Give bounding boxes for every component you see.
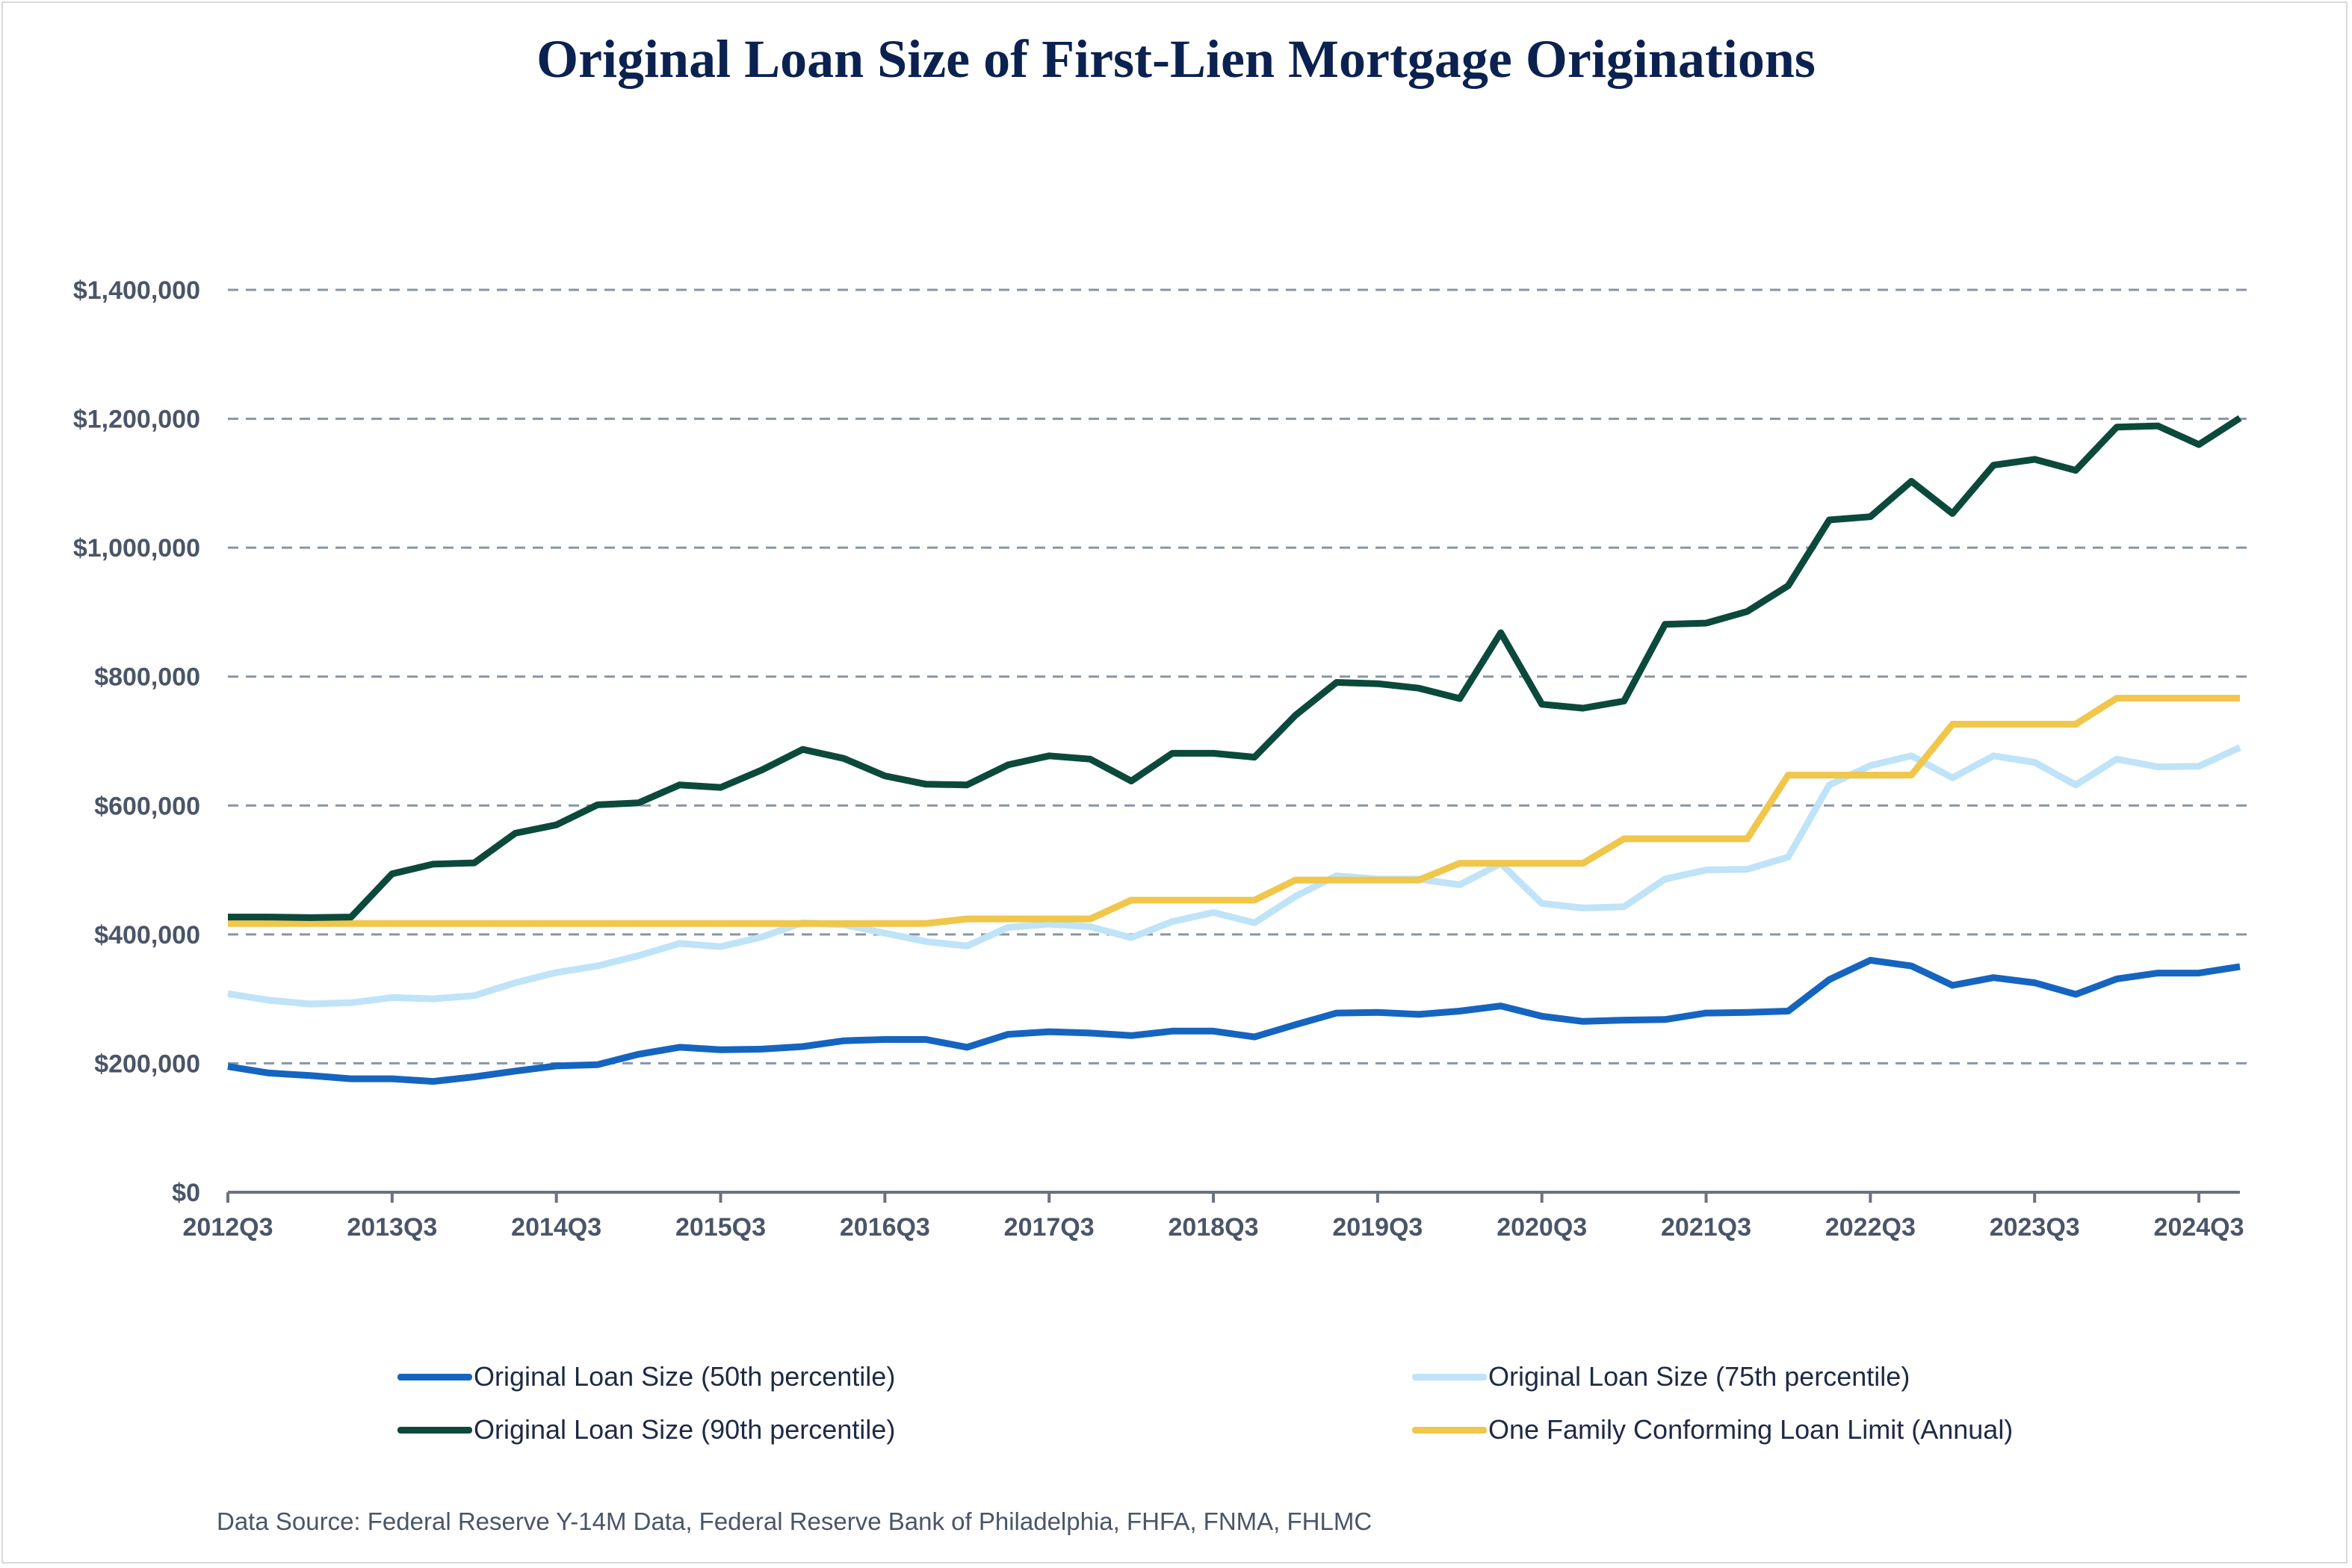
x-tick-label: 2013Q3	[347, 1213, 437, 1242]
x-tick-label: 2019Q3	[1332, 1213, 1423, 1242]
x-tick-label: 2017Q3	[1004, 1213, 1095, 1242]
y-tick-label: $0	[172, 1179, 200, 1207]
x-tick-label: 2024Q3	[2154, 1213, 2244, 1242]
data-source-note: Data Source: Federal Reserve Y-14M Data,…	[217, 1507, 1372, 1535]
x-tick-label: 2014Q3	[511, 1213, 601, 1242]
x-tick-label: 2012Q3	[183, 1213, 273, 1242]
x-axis	[226, 1191, 2240, 1203]
y-tick-label: $1,200,000	[73, 406, 200, 434]
y-tick-label: $600,000	[94, 792, 200, 820]
x-tick-label: 2021Q3	[1661, 1213, 1751, 1242]
chart-title: Original Loan Size of First-Lien Mortgag…	[536, 29, 1816, 89]
gridlines	[228, 288, 2249, 1065]
y-tick-label: $1,400,000	[73, 276, 200, 305]
series-line-conforming-limit	[228, 695, 2240, 927]
y-tick-label: $400,000	[94, 921, 200, 949]
series-lines	[227, 415, 2242, 1085]
x-tick-label: 2015Q3	[675, 1213, 766, 1242]
series-line-75th	[227, 744, 2241, 1008]
series-line-50th	[227, 956, 2241, 1085]
x-axis-tick-labels: 2012Q3 2013Q3 2014Q3 2015Q3 2016Q3 2017Q3 2018…	[183, 1213, 2244, 1242]
series-line-90th	[228, 415, 2242, 921]
x-tick-label: 2016Q3	[840, 1213, 930, 1242]
y-axis-tick-labels: $0 $200,000 $400,000 $600,000 $800,000 $1,000…	[73, 276, 200, 1207]
x-tick-label: 2022Q3	[1825, 1213, 1916, 1242]
y-tick-label: $1,000,000	[73, 534, 200, 563]
y-tick-label: $200,000	[94, 1050, 200, 1078]
x-tick-label: 2023Q3	[1990, 1213, 2080, 1242]
y-tick-label: $800,000	[94, 663, 200, 692]
x-tick-label: 2018Q3	[1169, 1213, 1259, 1242]
x-tick-label: 2020Q3	[1497, 1213, 1587, 1242]
